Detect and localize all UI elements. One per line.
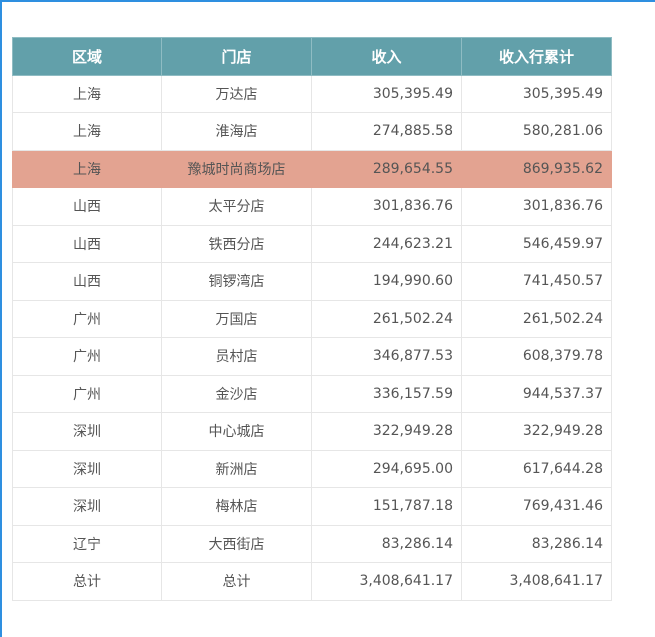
cell-store: 新洲店 [161, 449, 312, 488]
cell-store: 大西街店 [161, 524, 312, 563]
cell-cumulative: 546,459.97 [461, 224, 612, 263]
cell-cumulative: 869,935.62 [461, 149, 612, 188]
cell-region: 辽宁 [12, 524, 162, 563]
cell-income: 244,623.21 [311, 224, 462, 263]
cell-cumulative: 944,537.37 [461, 374, 612, 413]
cell-income: 289,654.55 [311, 149, 462, 188]
cell-region: 山西 [12, 262, 162, 301]
cell-income: 336,157.59 [311, 374, 462, 413]
cell-region: 上海 [12, 112, 162, 151]
cell-store: 万国店 [161, 299, 312, 338]
header-region[interactable]: 区域 [12, 37, 162, 76]
cell-income: 305,395.49 [311, 74, 462, 113]
cell-region: 上海 [12, 74, 162, 113]
cell-income: 151,787.18 [311, 487, 462, 526]
cell-region: 上海 [12, 149, 162, 188]
table-row[interactable]: 深圳 中心城店 322,949.28 322,949.28 [12, 412, 612, 451]
cell-cumulative: 83,286.14 [461, 524, 612, 563]
cell-cumulative: 608,379.78 [461, 337, 612, 376]
cell-store: 铜锣湾店 [161, 262, 312, 301]
cell-store: 金沙店 [161, 374, 312, 413]
cell-income: 274,885.58 [311, 112, 462, 151]
cell-region: 总计 [12, 562, 162, 601]
cell-cumulative: 769,431.46 [461, 487, 612, 526]
cell-income: 294,695.00 [311, 449, 462, 488]
header-income[interactable]: 收入 [311, 37, 462, 76]
cell-cumulative: 322,949.28 [461, 412, 612, 451]
table-row[interactable]: 深圳 梅林店 151,787.18 769,431.46 [12, 487, 612, 526]
cell-cumulative: 261,502.24 [461, 299, 612, 338]
table-row[interactable]: 山西 铁西分店 244,623.21 546,459.97 [12, 224, 612, 263]
cell-store: 总计 [161, 562, 312, 601]
table-row[interactable]: 山西 太平分店 301,836.76 301,836.76 [12, 187, 612, 226]
cell-income: 83,286.14 [311, 524, 462, 563]
header-row: 区域 门店 收入 收入行累计 [12, 37, 612, 76]
cell-cumulative: 741,450.57 [461, 262, 612, 301]
table-row[interactable]: 广州 金沙店 336,157.59 944,537.37 [12, 374, 612, 413]
cell-region: 深圳 [12, 412, 162, 451]
cell-cumulative: 580,281.06 [461, 112, 612, 151]
cell-income: 322,949.28 [311, 412, 462, 451]
cell-store: 梅林店 [161, 487, 312, 526]
table-row[interactable]: 广州 万国店 261,502.24 261,502.24 [12, 299, 612, 338]
header-cumulative[interactable]: 收入行累计 [461, 37, 612, 76]
table-row[interactable]: 上海 豫城时尚商场店 289,654.55 869,935.62 [12, 149, 612, 188]
cell-cumulative: 3,408,641.17 [461, 562, 612, 601]
cell-cumulative: 301,836.76 [461, 187, 612, 226]
cell-store: 太平分店 [161, 187, 312, 226]
header-store[interactable]: 门店 [161, 37, 312, 76]
cell-income: 301,836.76 [311, 187, 462, 226]
cell-store: 员村店 [161, 337, 312, 376]
cell-income: 3,408,641.17 [311, 562, 462, 601]
table-row[interactable]: 上海 万达店 305,395.49 305,395.49 [12, 74, 612, 113]
cell-store: 豫城时尚商场店 [161, 149, 312, 188]
cell-region: 深圳 [12, 487, 162, 526]
cell-income: 261,502.24 [311, 299, 462, 338]
table-row[interactable]: 广州 员村店 346,877.53 608,379.78 [12, 337, 612, 376]
income-report-table: 区域 门店 收入 收入行累计 上海 万达店 305,395.49 305,395.49… [12, 37, 612, 601]
cell-region: 山西 [12, 187, 162, 226]
cell-region: 广州 [12, 299, 162, 338]
cell-region: 广州 [12, 374, 162, 413]
cell-region: 深圳 [12, 449, 162, 488]
cell-income: 194,990.60 [311, 262, 462, 301]
table-body: 上海 万达店 305,395.49 305,395.49 上海 淮海店 274,885.58… [12, 74, 612, 601]
frame-top-border [0, 0, 655, 2]
cell-store: 中心城店 [161, 412, 312, 451]
table-row[interactable]: 总计 总计 3,408,641.17 3,408,641.17 [12, 562, 612, 601]
cell-store: 铁西分店 [161, 224, 312, 263]
cell-income: 346,877.53 [311, 337, 462, 376]
cell-region: 山西 [12, 224, 162, 263]
table-row[interactable]: 山西 铜锣湾店 194,990.60 741,450.57 [12, 262, 612, 301]
table-row[interactable]: 辽宁 大西街店 83,286.14 83,286.14 [12, 524, 612, 563]
cell-region: 广州 [12, 337, 162, 376]
table-row[interactable]: 深圳 新洲店 294,695.00 617,644.28 [12, 449, 612, 488]
table-row[interactable]: 上海 淮海店 274,885.58 580,281.06 [12, 112, 612, 151]
cell-cumulative: 617,644.28 [461, 449, 612, 488]
cell-store: 淮海店 [161, 112, 312, 151]
cell-cumulative: 305,395.49 [461, 74, 612, 113]
cell-store: 万达店 [161, 74, 312, 113]
frame-left-border [0, 0, 2, 637]
